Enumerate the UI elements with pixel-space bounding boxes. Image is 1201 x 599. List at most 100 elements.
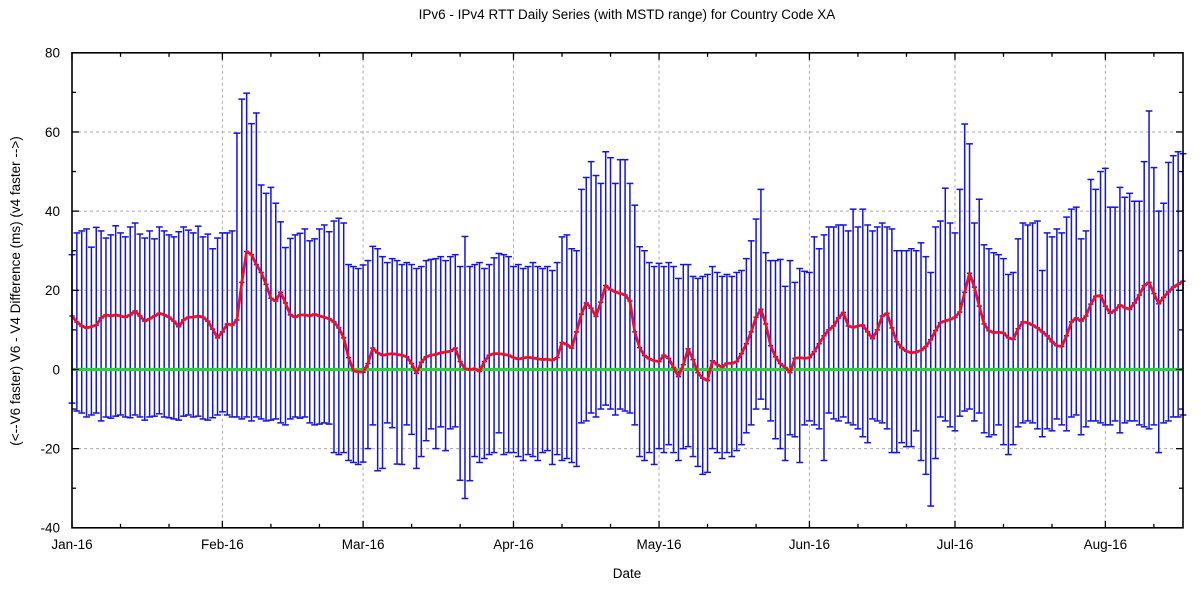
errorbar — [1121, 196, 1129, 424]
errorbar — [214, 237, 221, 416]
errorbar — [170, 236, 178, 420]
errorbar — [393, 259, 401, 465]
errorbar — [466, 265, 474, 482]
errorbar — [121, 236, 129, 418]
errorbar — [912, 249, 920, 432]
errorbar — [160, 230, 168, 418]
errorbar — [403, 261, 411, 426]
errorbar — [1053, 228, 1061, 420]
errorbar — [1111, 206, 1119, 422]
x-tick-label: Apr-16 — [493, 537, 534, 552]
errorbar — [907, 247, 915, 448]
errorbar — [335, 217, 343, 456]
errorbar — [961, 123, 969, 412]
errorbar — [146, 230, 154, 418]
errorbar — [316, 228, 323, 425]
errorbar — [980, 244, 988, 434]
errorbar — [548, 269, 556, 466]
errorbar — [519, 267, 527, 462]
errorbar — [937, 220, 944, 418]
errorbar — [888, 228, 896, 454]
errorbar — [155, 226, 163, 415]
errorbar — [354, 267, 362, 466]
errorbar — [495, 252, 503, 434]
tick-label-layer: -40 -20 0 20 40 60 80 Jan-16 Feb-16 Mar-16 Apr-16 M… — [40, 46, 1127, 552]
errorbar — [728, 275, 736, 458]
x-tick-label: Jan-16 — [51, 537, 92, 552]
errorbar — [107, 234, 115, 419]
errorbar — [194, 225, 202, 417]
grid-layer — [72, 52, 1183, 528]
errorbar — [776, 258, 784, 450]
errorbar — [990, 251, 998, 436]
y-tick-label: 20 — [45, 283, 60, 298]
errorbar — [282, 246, 289, 426]
errorbar — [995, 253, 1003, 426]
errorbar — [131, 222, 139, 416]
errorbar — [136, 233, 144, 418]
errorbar — [1058, 232, 1066, 426]
mean-line — [70, 250, 1185, 382]
errorbar — [126, 226, 134, 419]
x-tick-label: Aug-16 — [1084, 537, 1128, 552]
errorbar — [1009, 271, 1017, 446]
errorbar — [364, 259, 372, 450]
errorbar — [849, 208, 857, 426]
errorbar — [806, 271, 813, 422]
mean-line-layer — [70, 250, 1185, 382]
errorbar — [306, 240, 314, 424]
errorbar — [810, 236, 818, 426]
errorbar — [534, 265, 542, 462]
errorbar — [946, 222, 954, 428]
errorbar — [1145, 110, 1153, 430]
errorbar — [757, 188, 765, 400]
errorbar — [311, 238, 318, 426]
errorbar — [650, 265, 658, 466]
y-tick-label: 0 — [52, 362, 60, 377]
errorbar — [951, 232, 959, 432]
errorbar — [165, 234, 173, 419]
y-tick-label: 80 — [45, 46, 60, 61]
errorbar — [796, 267, 804, 464]
errorbar — [374, 247, 382, 472]
errorbar — [616, 158, 624, 410]
errorbar — [970, 222, 978, 422]
errorbar — [573, 249, 580, 468]
errorbar — [1135, 200, 1143, 426]
errorbar — [277, 221, 285, 424]
errorbar — [611, 182, 619, 416]
errorbar — [801, 270, 808, 426]
y-tick-label: -20 — [40, 441, 60, 456]
errorbar — [922, 255, 930, 476]
errorbar — [471, 263, 479, 458]
errorbar — [684, 263, 692, 448]
errorbar — [286, 237, 294, 420]
y-tick-label: 60 — [45, 125, 60, 140]
errorbar — [369, 245, 377, 426]
errorbar — [456, 265, 464, 482]
errorbar — [330, 220, 338, 454]
errorbar — [267, 186, 275, 421]
errorbar — [296, 232, 304, 419]
errorbar — [398, 263, 406, 466]
errorbar — [117, 232, 124, 416]
errorbar — [233, 132, 241, 418]
errorbar — [218, 232, 226, 413]
errorbar — [1077, 238, 1085, 436]
errorbar — [83, 228, 90, 418]
errorbar — [859, 208, 867, 438]
x-tick-label: Mar-16 — [342, 537, 385, 552]
errorbar — [820, 234, 828, 462]
errorbar — [524, 265, 532, 456]
errorbar — [325, 230, 333, 425]
errorbar — [1043, 232, 1051, 430]
errorbar — [379, 255, 386, 470]
errorbar — [301, 228, 309, 418]
errorbar — [112, 225, 120, 417]
errorbar — [447, 255, 454, 430]
errorbar — [1068, 208, 1075, 418]
x-tick-label: May-16 — [637, 537, 682, 552]
errorbar — [1004, 273, 1012, 456]
